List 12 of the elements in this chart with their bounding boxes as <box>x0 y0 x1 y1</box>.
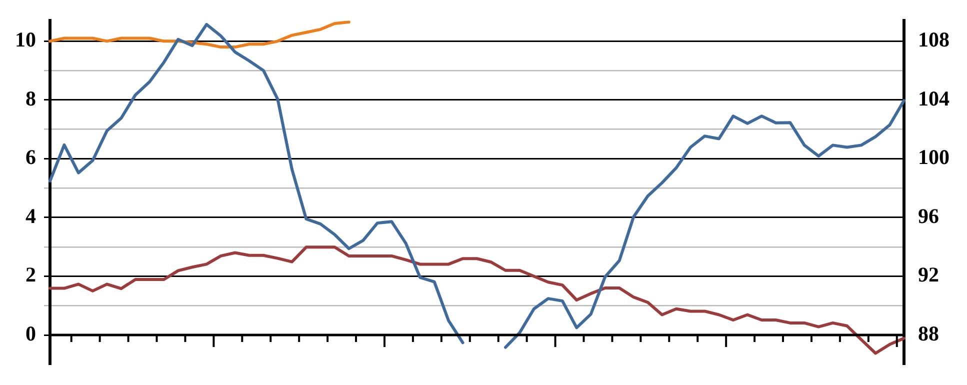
y2-tick-label: 108 <box>918 28 950 52</box>
y-tick-label: 4 <box>26 204 36 228</box>
y-tick-label: 10 <box>15 28 36 52</box>
y-tick-label: 6 <box>26 145 36 170</box>
y-tick-label: 0 <box>26 321 36 346</box>
y2-tick-label: 92 <box>918 262 939 287</box>
y2-tick-label: 88 <box>918 321 939 346</box>
y-tick-label: 8 <box>26 86 36 110</box>
y2-tick-label: 100 <box>918 145 950 170</box>
y2-tick-label: 96 <box>918 204 939 228</box>
y2-tick-label: 104 <box>918 86 950 110</box>
y-tick-label: 2 <box>26 262 36 287</box>
